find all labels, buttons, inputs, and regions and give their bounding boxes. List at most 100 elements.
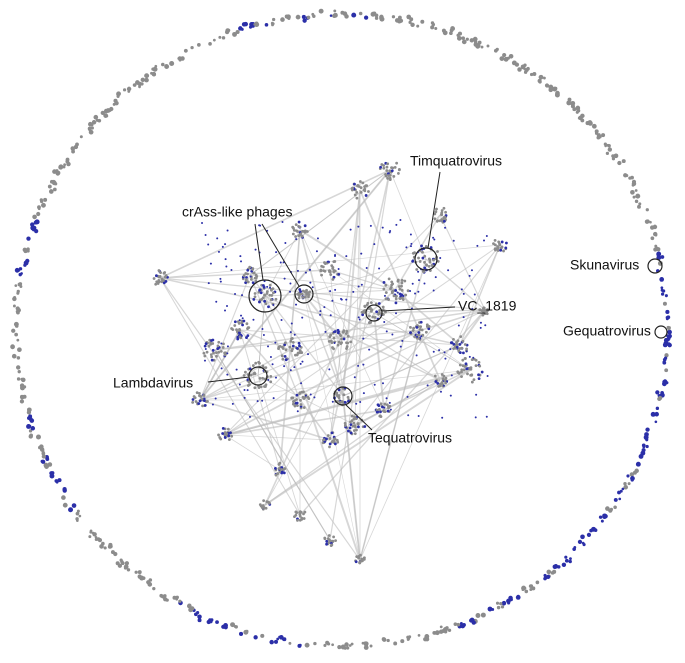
edge: [224, 434, 331, 441]
node: [667, 326, 671, 331]
node: [362, 337, 365, 340]
node: [604, 144, 607, 148]
node: [252, 298, 256, 301]
node: [425, 263, 428, 267]
node: [28, 424, 32, 428]
node: [301, 316, 304, 319]
node: [360, 310, 364, 314]
node: [391, 166, 395, 170]
node: [362, 311, 366, 314]
node: [445, 626, 449, 630]
node: [235, 29, 240, 35]
node: [289, 331, 292, 334]
node: [383, 406, 386, 409]
node: [318, 8, 324, 14]
node: [417, 336, 420, 340]
node: [398, 168, 401, 171]
node: [323, 536, 327, 540]
node: [632, 195, 636, 199]
edge: [264, 339, 341, 506]
node: [263, 293, 266, 297]
node: [452, 347, 456, 350]
node: [71, 503, 77, 508]
node: [660, 286, 664, 290]
node: [388, 401, 391, 404]
node: [262, 499, 266, 503]
node: [43, 462, 48, 467]
node: [329, 314, 332, 317]
node: [23, 263, 27, 267]
node: [103, 113, 109, 118]
node: [500, 605, 505, 609]
node: [425, 323, 429, 327]
node: [477, 360, 481, 364]
node: [154, 64, 158, 68]
node: [238, 319, 241, 322]
node: [655, 390, 660, 395]
node: [341, 386, 345, 390]
node: [378, 309, 382, 312]
node: [605, 506, 610, 511]
node: [434, 276, 437, 279]
node: [295, 346, 299, 350]
node: [327, 534, 331, 537]
node: [483, 312, 487, 315]
node: [258, 300, 261, 304]
node: [356, 422, 360, 425]
node: [326, 260, 329, 263]
node: [43, 197, 48, 202]
node: [660, 255, 665, 259]
node: [638, 202, 642, 206]
node: [664, 368, 669, 373]
node: [109, 544, 113, 549]
node: [641, 443, 646, 448]
node: [637, 204, 641, 209]
node: [267, 305, 270, 309]
node: [152, 277, 156, 280]
node: [30, 426, 36, 431]
node: [49, 471, 54, 476]
node: [593, 528, 598, 532]
node: [210, 355, 214, 359]
label: Timquatrovirus: [410, 153, 502, 169]
node: [623, 482, 627, 486]
node: [88, 129, 94, 135]
node: [257, 360, 261, 364]
node: [406, 635, 410, 639]
node: [457, 349, 461, 353]
highlight-circle: [248, 366, 268, 386]
node: [204, 348, 207, 351]
node: [116, 92, 120, 96]
node: [208, 619, 213, 624]
node: [68, 507, 74, 513]
node: [529, 72, 534, 77]
node: [79, 135, 83, 139]
node: [443, 351, 446, 354]
node: [324, 330, 327, 333]
node: [331, 299, 334, 302]
node: [280, 466, 284, 469]
node: [294, 510, 298, 514]
node: [296, 292, 300, 296]
node: [295, 14, 301, 20]
node: [126, 568, 131, 572]
node: [333, 342, 336, 345]
node: [216, 347, 220, 350]
node: [442, 384, 445, 387]
node: [110, 550, 115, 555]
node: [397, 19, 402, 24]
node: [289, 290, 292, 293]
node: [88, 535, 92, 539]
node: [91, 531, 95, 535]
node: [649, 225, 655, 230]
edge: [159, 244, 501, 279]
node: [13, 321, 19, 327]
node: [418, 260, 422, 263]
node: [207, 344, 211, 348]
node: [416, 24, 420, 28]
node: [294, 513, 298, 517]
node: [219, 349, 223, 353]
node: [268, 293, 272, 297]
edge: [359, 329, 421, 561]
